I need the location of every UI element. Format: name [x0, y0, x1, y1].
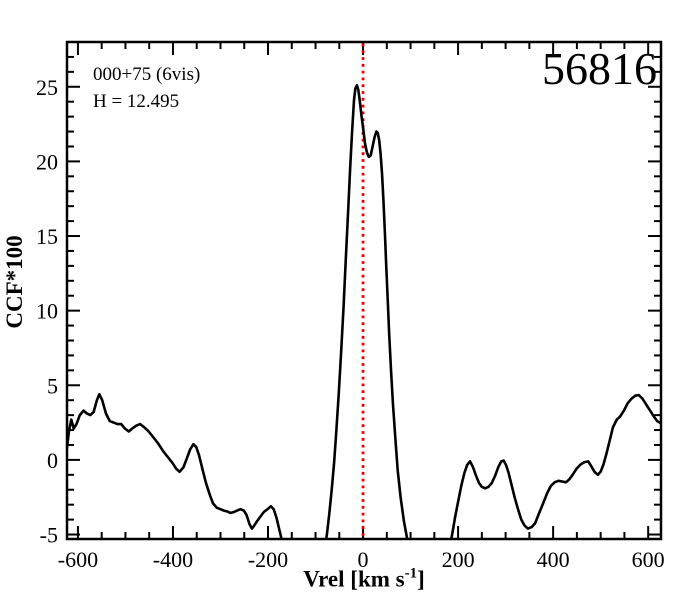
ccf-curve [67, 84, 661, 539]
mjd-label: 56816 [542, 43, 657, 94]
y-tick-label: 10 [36, 299, 58, 324]
target-annotation: 000+75 (6vis) H = 12.495 [93, 61, 200, 115]
x-tick-label: -600 [58, 547, 98, 572]
y-tick-label: -5 [40, 523, 58, 548]
y-tick-label: 15 [36, 224, 58, 249]
h-magnitude: H = 12.495 [93, 91, 180, 112]
x-axis-label-superscript: -1 [404, 565, 418, 582]
y-axis-label: CCF*100 [2, 235, 27, 329]
plot-frame [65, 40, 663, 541]
y-tick-label: 0 [47, 448, 58, 473]
x-tick-label: 400 [537, 547, 570, 572]
x-tick-label: -200 [248, 547, 288, 572]
y-tick-label: 5 [47, 373, 58, 398]
x-axis-label-close: ] [417, 566, 425, 592]
y-tick-label: 20 [36, 149, 58, 174]
y-tick-label: 25 [36, 75, 58, 100]
x-tick-label: 0 [358, 547, 369, 572]
x-axis-label-main: Vrel [km s [303, 566, 405, 592]
x-tick-label: -400 [153, 547, 193, 572]
x-tick-label: 600 [632, 547, 665, 572]
x-axis-label: Vrel [km s-1] [303, 566, 425, 593]
target-name: 000+75 (6vis) [93, 64, 201, 85]
x-tick-label: 200 [442, 547, 475, 572]
